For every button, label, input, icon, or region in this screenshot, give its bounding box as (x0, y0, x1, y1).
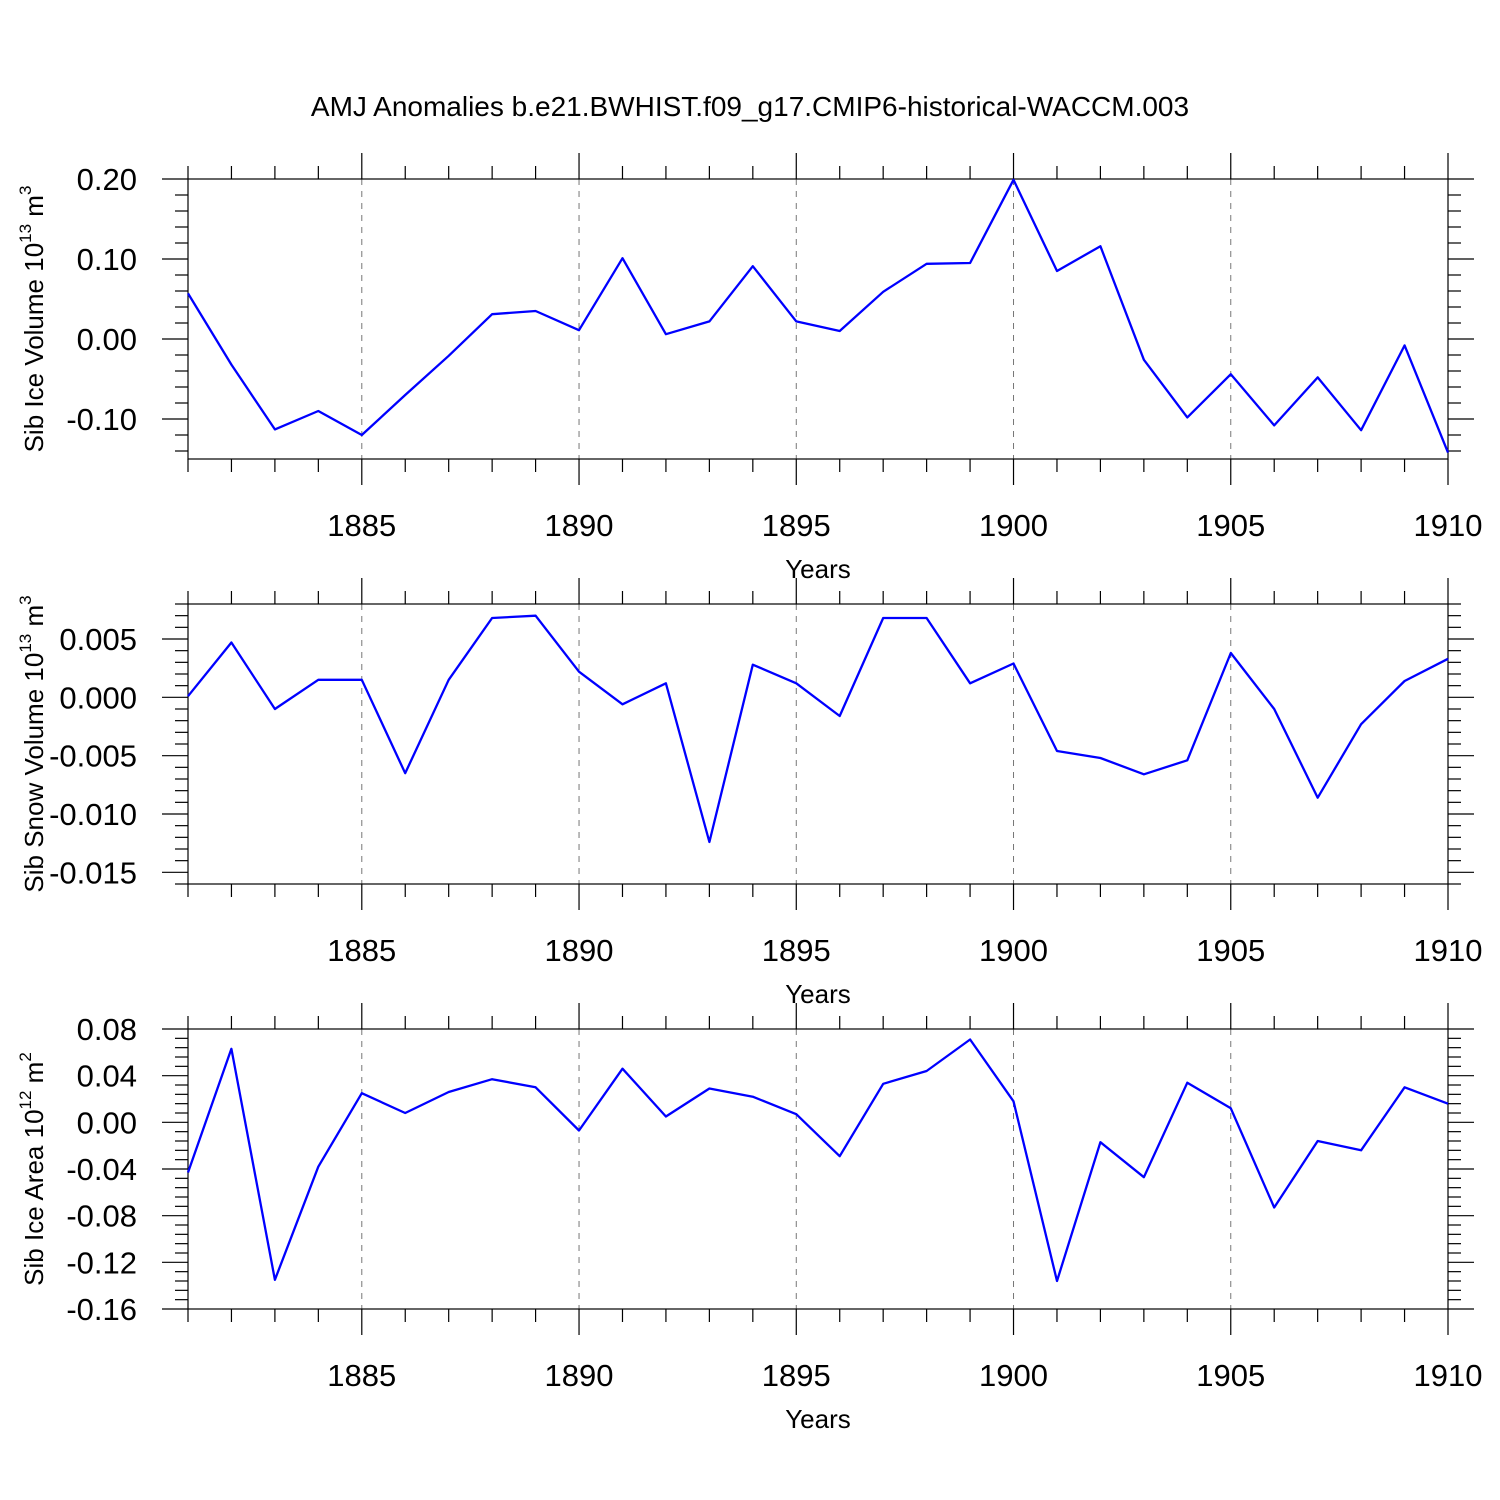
x-tick-label: 1885 (327, 933, 396, 968)
y-axis-label-unit-exponent: 2 (16, 1052, 35, 1061)
y-tick-label: -0.04 (66, 1152, 137, 1187)
x-tick-label: 1905 (1196, 933, 1265, 968)
y-axis-label-text: Sib Snow Volume 10 (19, 653, 49, 893)
y-axis-label: Sib Ice Area 1012 m2 (16, 1052, 49, 1286)
x-tick-label: 1895 (762, 933, 831, 968)
x-tick-label: 1890 (545, 1358, 614, 1393)
y-tick-label: -0.10 (66, 402, 137, 437)
x-tick-label: 1905 (1196, 1358, 1265, 1393)
y-tick-label: 0.08 (77, 1012, 137, 1047)
x-tick-label: 1890 (545, 933, 614, 968)
x-axis-label: Years (785, 554, 851, 584)
y-axis-label: Sib Ice Volume 1013 m3 (16, 186, 49, 453)
y-tick-label: 0.04 (77, 1059, 137, 1094)
x-tick-label: 1900 (979, 933, 1048, 968)
y-axis-label-exponent: 13 (16, 634, 35, 653)
series-line (186, 1038, 1449, 1283)
series-line (187, 178, 1450, 454)
y-tick-label: -0.08 (66, 1199, 137, 1234)
chart-title: AMJ Anomalies b.e21.BWHIST.f09_g17.CMIP6… (311, 91, 1189, 122)
x-tick-label: 1910 (1414, 933, 1483, 968)
plot-frame (187, 603, 1449, 885)
x-tick-label: 1885 (327, 508, 396, 543)
x-tick-label: 1895 (762, 1358, 831, 1393)
x-tick-label: 1900 (979, 1358, 1048, 1393)
y-tick-label: -0.12 (66, 1245, 137, 1280)
y-tick-label: 0.00 (77, 322, 137, 357)
y-axis-label-text: Sib Ice Area 10 (19, 1109, 49, 1285)
y-axis-label-unit: m (19, 605, 49, 634)
x-tick-label: 1910 (1414, 508, 1483, 543)
series-line (187, 614, 1449, 844)
y-axis-label-unit: m (19, 195, 49, 224)
y-tick-label: 0.005 (59, 622, 137, 657)
x-axis-label: Years (785, 1404, 851, 1434)
y-axis-label: Sib Snow Volume 1013 m3 (16, 595, 49, 892)
y-tick-label: 0.10 (77, 242, 137, 277)
panel-snow-volume: 1885 1890 1895 1900 1905 1910 0.005 0.000 -0.005… (16, 578, 1482, 1009)
y-tick-label: -0.16 (66, 1292, 137, 1327)
y-axis-label-exponent: 12 (16, 1091, 35, 1110)
y-tick-label: 0.000 (59, 680, 137, 715)
plot-frame (187, 178, 1449, 460)
x-tick-label: 1890 (545, 508, 614, 543)
x-tick-label: 1905 (1196, 508, 1265, 543)
y-axis-label-exponent: 13 (16, 224, 35, 243)
y-axis-label-unit-exponent: 3 (16, 595, 35, 604)
panel-ice-area: 1885 1890 1895 1900 1905 1910 0.08 0.04 0.00 -0.0… (16, 1003, 1482, 1434)
y-tick-label: 0.20 (77, 162, 137, 197)
y-axis-label-unit-exponent: 3 (16, 186, 35, 195)
y-tick-label: -0.015 (49, 855, 137, 890)
x-tick-label: 1900 (979, 508, 1048, 543)
y-tick-label: -0.005 (49, 739, 137, 774)
x-axis-label: Years (785, 979, 851, 1009)
y-axis-label-text: Sib Ice Volume 10 (19, 243, 49, 453)
plot-frame (187, 1028, 1449, 1310)
x-tick-label: 1885 (327, 1358, 396, 1393)
y-tick-label: -0.010 (49, 797, 137, 832)
x-tick-label: 1910 (1414, 1358, 1483, 1393)
y-axis-label-unit: m (19, 1062, 49, 1091)
y-tick-label: 0.00 (77, 1105, 137, 1140)
panel-ice-volume: 1885 1890 1895 1900 1905 1910 0.20 0.10 0.00 -0.1… (16, 153, 1482, 584)
x-tick-label: 1895 (762, 508, 831, 543)
